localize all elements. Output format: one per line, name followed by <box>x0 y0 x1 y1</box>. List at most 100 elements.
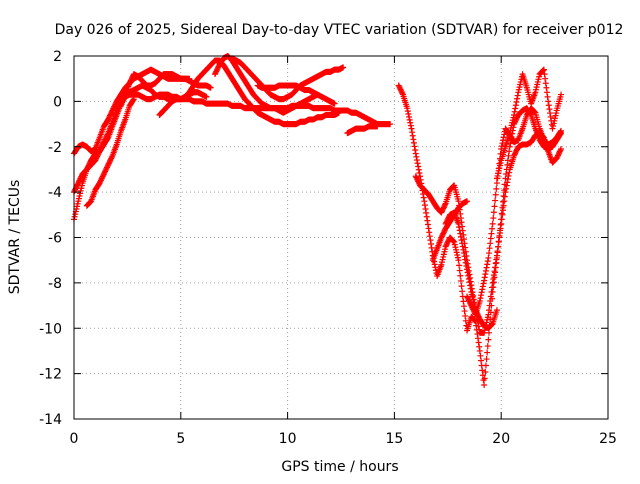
data-point <box>428 240 435 247</box>
data-point <box>481 381 488 388</box>
data-point <box>531 109 538 116</box>
data-point <box>505 152 512 159</box>
data-point <box>476 347 483 354</box>
y-tick-label: -12 <box>39 367 62 383</box>
data-point <box>504 179 511 186</box>
data-point <box>428 244 435 251</box>
data-point <box>512 102 519 109</box>
data-point <box>461 253 468 260</box>
data-point <box>489 284 496 291</box>
data-point <box>410 139 417 146</box>
data-point <box>495 243 502 250</box>
data-point <box>489 225 496 232</box>
data-point <box>481 277 488 284</box>
data-point <box>487 298 494 305</box>
data-point <box>513 99 520 106</box>
data-point <box>456 227 463 234</box>
data-point <box>501 198 508 205</box>
y-tick-label: 0 <box>53 94 62 110</box>
data-point <box>540 67 547 74</box>
data-point <box>467 285 474 292</box>
data-point <box>457 233 464 240</box>
y-axis-label: SDTVAR / TECUs <box>7 180 23 295</box>
data-point <box>424 217 431 224</box>
data-point <box>456 224 463 231</box>
data-point <box>207 84 214 91</box>
data-point <box>493 252 500 259</box>
data-point <box>410 136 417 143</box>
data-point <box>464 269 471 276</box>
data-point <box>483 264 490 271</box>
x-tick-label: 25 <box>599 431 617 447</box>
data-point <box>482 362 489 369</box>
x-axis-label: GPS time / hours <box>281 459 398 475</box>
data-point <box>478 292 485 299</box>
data-point <box>481 274 488 281</box>
data-point <box>465 272 472 279</box>
data-point <box>476 343 483 350</box>
data-point <box>558 91 565 98</box>
data-point <box>479 372 486 379</box>
data-point <box>485 336 492 343</box>
data-point <box>511 111 518 118</box>
data-point <box>455 198 462 205</box>
data-point <box>423 209 430 216</box>
data-point <box>459 223 466 230</box>
data-point <box>500 198 507 205</box>
data-point <box>464 266 471 273</box>
data-point <box>432 264 439 271</box>
data-point <box>463 263 470 270</box>
data-point <box>464 198 471 205</box>
data-point <box>405 111 412 118</box>
data-point <box>426 229 433 236</box>
data-point <box>442 201 449 208</box>
data-point <box>500 137 507 144</box>
data-point <box>479 286 486 293</box>
data-point <box>415 166 422 173</box>
data-point <box>475 339 482 346</box>
data-point <box>406 113 413 120</box>
data-point <box>460 246 467 253</box>
data-points <box>71 53 565 388</box>
data-point <box>505 172 512 179</box>
data-point <box>558 127 565 134</box>
data-point <box>482 267 489 274</box>
data-point <box>458 237 465 244</box>
data-point <box>492 197 499 204</box>
data-point <box>500 207 507 214</box>
data-point <box>413 157 420 164</box>
y-tick-label: 2 <box>53 49 62 65</box>
data-point <box>414 160 421 167</box>
data-point <box>503 182 510 189</box>
x-tick-label: 15 <box>385 431 403 447</box>
data-point <box>460 298 467 305</box>
data-point <box>486 302 493 309</box>
y-tick-label: -4 <box>48 185 62 201</box>
data-point <box>541 71 548 78</box>
data-point <box>531 108 538 115</box>
data-point <box>407 122 414 129</box>
data-point <box>475 323 482 330</box>
data-point <box>477 295 484 302</box>
data-point <box>130 96 137 103</box>
data-point <box>456 267 463 274</box>
data-point <box>500 193 507 200</box>
data-point <box>490 275 497 282</box>
data-point <box>465 275 472 282</box>
data-point <box>455 220 462 227</box>
chart-title: Day 026 of 2025, Sidereal Day-to-day VTE… <box>55 22 624 38</box>
data-point <box>539 67 546 74</box>
data-point <box>457 215 464 222</box>
data-point <box>485 254 492 261</box>
data-point <box>108 154 115 161</box>
data-point <box>504 161 511 168</box>
data-point <box>488 322 495 329</box>
data-point <box>496 234 503 241</box>
x-tick-label: 0 <box>70 431 79 447</box>
data-point <box>456 262 463 269</box>
data-point <box>422 205 429 212</box>
data-point <box>506 148 513 155</box>
data-point <box>489 220 496 227</box>
data-point <box>409 132 416 139</box>
data-point <box>331 100 338 107</box>
